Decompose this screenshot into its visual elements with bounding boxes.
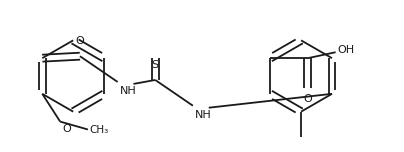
Text: OH: OH bbox=[338, 45, 355, 55]
Text: O: O bbox=[76, 36, 84, 46]
Text: O: O bbox=[62, 124, 71, 134]
Text: NH: NH bbox=[195, 110, 212, 120]
Text: CH₃: CH₃ bbox=[90, 124, 109, 135]
Text: NH: NH bbox=[120, 86, 136, 96]
Text: O: O bbox=[303, 94, 312, 104]
Text: S: S bbox=[152, 60, 159, 70]
